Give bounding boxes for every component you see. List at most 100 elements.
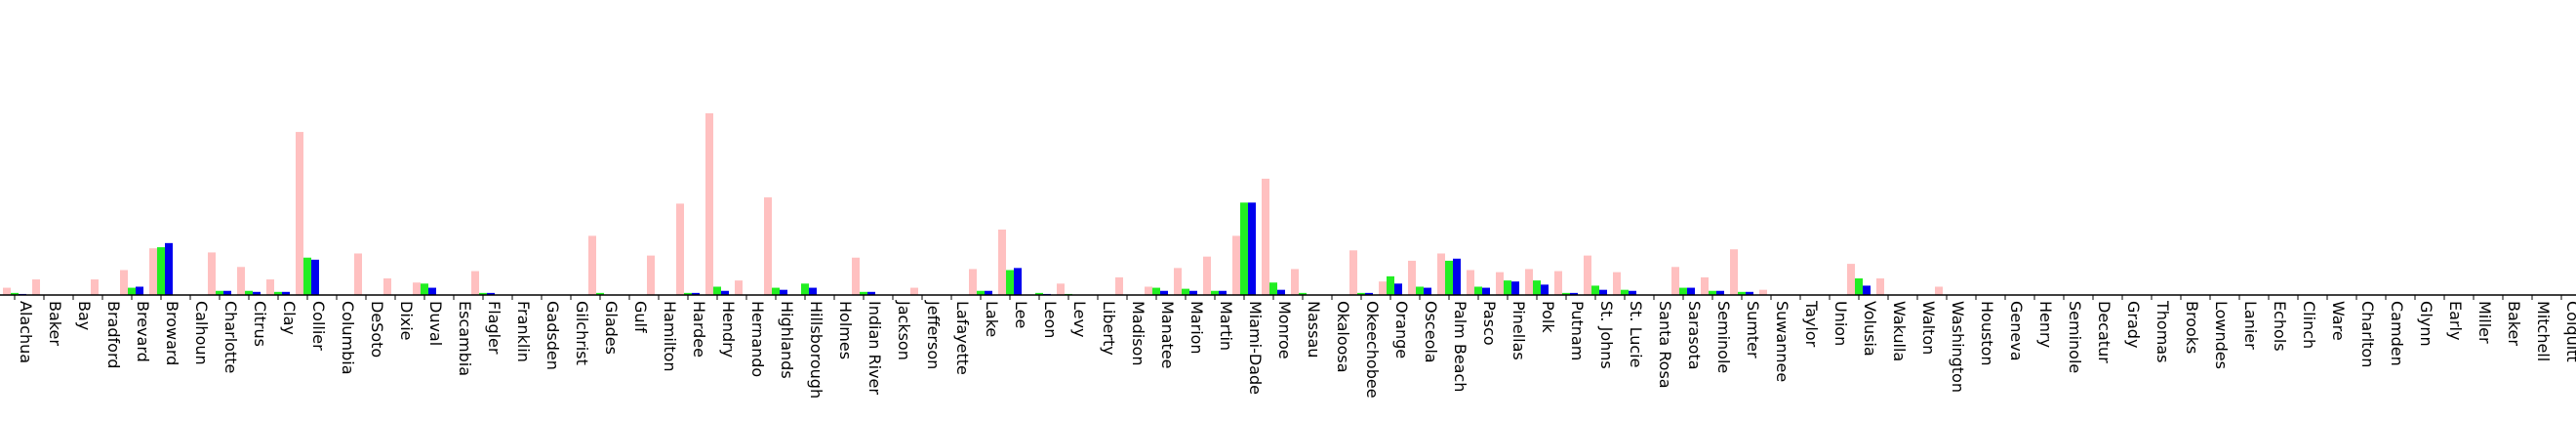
bar-1-46	[1349, 250, 1357, 295]
bar-1-24	[705, 112, 713, 295]
x-tick-label: Colquitt	[2563, 301, 2576, 362]
bar-1-54	[1584, 255, 1591, 295]
bar-3-50	[1482, 287, 1490, 295]
x-tick-label: DeSoto	[368, 301, 386, 358]
x-tick-label: Bradford	[104, 301, 123, 368]
bar-1-41	[1203, 256, 1211, 295]
bar-1-23	[676, 203, 684, 295]
bar-2-44	[1299, 292, 1307, 295]
x-tick-label: Glades	[602, 301, 621, 355]
bar-1-59	[1730, 249, 1738, 295]
bar-2-29	[860, 291, 867, 295]
bar-1-39	[1145, 286, 1152, 295]
bar-2-33	[977, 290, 985, 295]
x-tick-label: Hendry	[719, 301, 738, 358]
tick-labels-layer: Alachua Baker Bay Bradford Brevard Broward Cal…	[17, 300, 2576, 399]
x-tick-label: Seminole	[2066, 301, 2084, 373]
x-tick-label: Baker	[46, 301, 64, 346]
x-tick-label: Levy	[1070, 301, 1089, 337]
bar-2-7	[216, 290, 223, 295]
bar-1-3	[91, 279, 99, 295]
x-tick-label: Thomas	[2153, 300, 2172, 362]
x-tick-label: Clinch	[2300, 301, 2318, 349]
bar-1-40	[1174, 268, 1182, 295]
x-tick-label: Lee	[1012, 301, 1030, 328]
bar-2-63	[1855, 277, 1863, 295]
bar-2-9	[274, 291, 282, 295]
bar-2-24	[713, 286, 721, 295]
bar-1-48	[1408, 260, 1416, 295]
bar-2-47	[1387, 275, 1394, 295]
bar-2-34	[1006, 270, 1014, 295]
x-tick-label: Decatur	[2095, 301, 2113, 363]
bar-2-40	[1182, 288, 1189, 295]
bars-layer	[3, 112, 1943, 295]
bar-3-7	[223, 290, 231, 295]
bar-1-66	[1935, 286, 1943, 295]
bar-3-23	[692, 292, 700, 295]
x-tick-label: Indian River	[865, 301, 884, 395]
bar-3-24	[721, 290, 729, 295]
bar-2-5	[157, 247, 165, 295]
x-tick-label: Palm Beach	[1451, 301, 1469, 392]
bar-1-8	[237, 267, 245, 295]
x-tick-label: Lanier	[2241, 301, 2260, 350]
bar-2-14	[421, 283, 428, 295]
x-tick-label: Seminole	[1714, 301, 1733, 373]
x-tick-label: Putnam	[1568, 301, 1587, 360]
bar-1-7	[208, 252, 216, 295]
x-tick-label: Lowndes	[2212, 301, 2231, 369]
bar-1-51	[1496, 272, 1504, 295]
x-tick-label: Holmes	[836, 301, 855, 359]
x-tick-label: Polk	[1539, 301, 1557, 333]
bar-3-52	[1541, 284, 1549, 295]
x-tick-label: Madison	[1129, 301, 1147, 365]
bar-1-31	[910, 287, 918, 295]
bar-2-53	[1562, 292, 1570, 295]
x-tick-label: Camden	[2388, 301, 2406, 366]
bar-2-51	[1504, 280, 1511, 295]
x-tick-label: Volusia	[1861, 301, 1879, 357]
x-tick-label: Lafayette	[953, 301, 972, 375]
bar-3-54	[1599, 289, 1607, 295]
bar-3-51	[1511, 281, 1519, 295]
x-tick-label: Jefferson	[924, 300, 943, 369]
bar-3-10	[311, 259, 319, 295]
x-tick-label: Pinellas	[1509, 301, 1528, 360]
x-tick-label: Pasco	[1480, 301, 1499, 346]
x-tick-label: Geneva	[2007, 301, 2026, 361]
bar-1-5	[149, 248, 157, 295]
x-tick-label: Miller	[2475, 301, 2494, 344]
x-tick-label: Early	[2446, 301, 2465, 340]
x-tick-label: Monroe	[1275, 301, 1294, 359]
x-tick-label: Charlton	[2358, 301, 2377, 367]
x-tick-label: Citrus	[251, 301, 269, 347]
bar-3-55	[1629, 290, 1636, 295]
x-tick-label: Taylor	[1802, 300, 1821, 348]
x-tick-label: Orange	[1392, 301, 1411, 359]
bar-3-9	[282, 291, 290, 295]
bar-2-4	[128, 287, 136, 295]
bar-1-22	[647, 255, 655, 295]
bar-2-0	[11, 292, 19, 295]
x-tick-label: Washington	[1949, 301, 1967, 393]
bar-3-33	[985, 290, 992, 295]
bar-3-48	[1424, 287, 1431, 295]
x-tick-label: Grady	[2124, 301, 2143, 348]
x-tick-label: Hillsborough	[807, 301, 825, 399]
x-tick-label: Escambia	[456, 301, 474, 376]
bar-2-55	[1621, 289, 1629, 295]
bar-1-57	[1671, 267, 1679, 295]
bar-1-47	[1379, 281, 1387, 295]
bar-2-57	[1679, 287, 1687, 295]
bar-3-42	[1248, 202, 1256, 295]
x-tick-label: Columbia	[339, 301, 357, 375]
bar-3-4	[136, 286, 143, 295]
x-tick-label: Charlotte	[221, 301, 240, 373]
x-tick-label: Franklin	[514, 301, 533, 362]
x-tick-label: Gilchrist	[573, 301, 591, 365]
bar-3-34	[1014, 268, 1022, 295]
bar-3-8	[253, 291, 261, 295]
bar-2-42	[1240, 202, 1248, 295]
